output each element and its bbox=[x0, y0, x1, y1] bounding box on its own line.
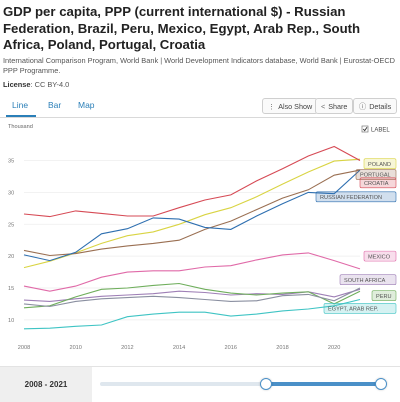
range-start-handle[interactable] bbox=[260, 378, 272, 390]
series-line-south_africa bbox=[23, 288, 361, 302]
share-label: Share bbox=[328, 102, 348, 111]
series-label-poland: POLAND bbox=[368, 162, 391, 168]
also-show-label: Also Show bbox=[278, 102, 313, 111]
series-line-mexico bbox=[23, 252, 361, 292]
range-end-handle[interactable] bbox=[375, 378, 387, 390]
details-label: Details bbox=[369, 102, 392, 111]
series-line-brazil bbox=[23, 287, 361, 308]
series-label-peru: PERU bbox=[376, 294, 392, 300]
y-tick-label: 10 bbox=[8, 318, 14, 324]
series-label-russia: RUSSIAN FEDERATION bbox=[320, 195, 382, 201]
tab-map[interactable]: Map bbox=[78, 100, 95, 110]
series-line-portugal bbox=[23, 169, 361, 257]
x-tick-label: 2020 bbox=[328, 345, 340, 351]
label-toggle-text: LABEL bbox=[371, 128, 390, 134]
share-button[interactable]: < Share bbox=[315, 98, 354, 114]
series-label-box-mexico bbox=[363, 250, 397, 262]
range-label: 2008 - 2021 bbox=[0, 367, 92, 402]
y-axis-unit-label: Thousand bbox=[8, 124, 33, 130]
series-label-box-egypt bbox=[323, 303, 397, 314]
x-tick-label: 2010 bbox=[69, 345, 81, 351]
source-note: International Comparison Program, World … bbox=[3, 56, 396, 75]
series-label-box-south_africa bbox=[339, 274, 397, 286]
range-slider-fill bbox=[265, 382, 382, 386]
series-label-box-peru bbox=[371, 290, 397, 301]
info-icon: ⓘ bbox=[359, 102, 367, 111]
more-icon: ⋮ bbox=[268, 102, 276, 111]
license-value: : CC BY-4.0 bbox=[30, 80, 70, 89]
checkmark-icon bbox=[362, 126, 368, 132]
line-chart: Thousand LABEL 10 15 20 25 30 35 2008 2010 2012 201… bbox=[8, 124, 397, 351]
series-label-mexico: MEXICO bbox=[368, 254, 391, 260]
license-label: License bbox=[3, 80, 31, 89]
active-tab-indicator bbox=[6, 115, 36, 117]
series-line-peru bbox=[23, 282, 361, 309]
series-label-box-croatia bbox=[359, 177, 397, 189]
y-tick-label: 30 bbox=[8, 190, 14, 196]
share-icon: < bbox=[321, 102, 326, 111]
series-line-egypt bbox=[23, 298, 361, 330]
also-show-button[interactable]: ⋮ Also Show bbox=[262, 98, 319, 114]
series-label-box-russia bbox=[315, 191, 397, 203]
tab-bar[interactable]: Bar bbox=[48, 100, 62, 110]
chart-title: GDP per capita, PPP (current internation… bbox=[3, 4, 361, 52]
license-info: License: CC BY-4.0 bbox=[3, 80, 69, 89]
tab-line[interactable]: Line bbox=[12, 100, 29, 110]
series-label-south_africa: SOUTH AFRICA bbox=[344, 278, 386, 284]
series-label-box-portugal bbox=[355, 169, 397, 180]
series-label-croatia: CROATIA bbox=[364, 181, 389, 187]
y-tick-label: 35 bbox=[8, 159, 14, 165]
x-tick-label: 2018 bbox=[276, 345, 288, 351]
series-label-portugal: PORTUGAL bbox=[360, 173, 391, 179]
series-line-poland bbox=[23, 158, 361, 269]
view-tabs: Line Bar Map bbox=[0, 97, 400, 118]
range-footer: 2008 - 2021 bbox=[0, 366, 400, 402]
details-button[interactable]: ⓘ Details bbox=[353, 98, 398, 114]
series-label-box-poland bbox=[363, 158, 397, 169]
x-tick-label: 2016 bbox=[225, 345, 237, 351]
range-slider-track[interactable] bbox=[100, 382, 382, 386]
series-line-russia bbox=[23, 169, 361, 262]
series-line-croatia bbox=[23, 145, 361, 218]
y-tick-label: 15 bbox=[8, 286, 14, 292]
x-tick-label: 2008 bbox=[18, 345, 30, 351]
label-checkbox[interactable] bbox=[361, 125, 369, 133]
x-tick-label: 2014 bbox=[173, 345, 185, 351]
y-tick-label: 20 bbox=[8, 254, 14, 260]
y-tick-label: 25 bbox=[8, 222, 14, 228]
x-tick-label: 2012 bbox=[121, 345, 133, 351]
series-label-egypt: EGYPT, ARAB REP. bbox=[328, 307, 379, 313]
